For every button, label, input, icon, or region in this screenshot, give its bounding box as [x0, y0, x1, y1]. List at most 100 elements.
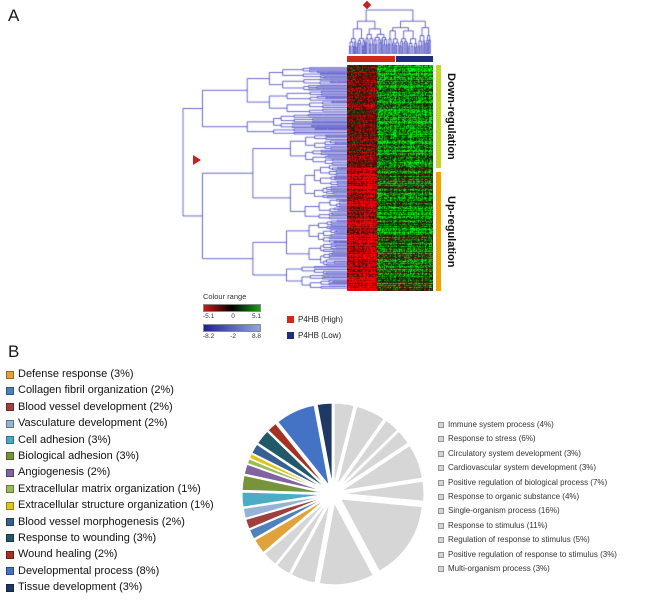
legend-swatch — [6, 518, 14, 527]
legend-item: Single-organism process (16%) — [438, 507, 646, 515]
legend-item: Cardiovascular system development (3%) — [438, 464, 646, 472]
pie-slice — [277, 404, 330, 487]
legend-label: Tissue development (3%) — [18, 581, 143, 594]
legend-swatch — [438, 551, 444, 558]
legend-label: Immune system process (4%) — [448, 420, 554, 429]
pie-slice — [248, 497, 326, 540]
pie-slice — [275, 501, 329, 575]
p4hb-low-label: P4HB (Low) — [298, 331, 342, 340]
legend-label: Biological adhesion (3%) — [18, 449, 140, 462]
legend-label: Single-organism process (16%) — [448, 506, 560, 516]
pie-slice — [242, 495, 325, 520]
pie-slice — [251, 443, 326, 490]
pie-slice — [339, 498, 423, 572]
legend-label: Collagen fibril organization (2%) — [18, 384, 174, 397]
p4hb-high-swatch — [287, 316, 294, 323]
legend-swatch — [6, 534, 14, 543]
tree-max-label: 8.8 — [251, 333, 261, 340]
legend-label: Wound healing (2%) — [18, 548, 118, 561]
legend-label: Blood vessel development (2%) — [18, 400, 173, 413]
heatmap — [347, 65, 433, 291]
row-marker-triangle-icon — [193, 155, 201, 165]
legend-label: Regulation of response to stimulus (5%) — [448, 535, 590, 545]
legend-item: Response to organic substance (4%) — [438, 491, 646, 501]
legend-label: Extracellular matrix organization (1%) — [18, 482, 201, 495]
legend-swatch — [6, 370, 14, 379]
tree-mid-label: -2 — [230, 333, 236, 340]
pie-slice — [253, 498, 327, 554]
sample-group-bar — [347, 56, 433, 62]
legend-swatch — [6, 436, 14, 445]
legend-item: Tissue development (3%) — [6, 582, 234, 593]
legend-swatch — [6, 386, 14, 395]
legend-item: Cell adhesion (3%) — [6, 433, 234, 446]
pie-slice — [256, 430, 327, 489]
legend-item: Defense response (3%) — [6, 369, 234, 380]
legend-swatch — [438, 479, 444, 486]
legend-swatch — [6, 567, 14, 576]
pie-slice — [341, 444, 424, 492]
pie-slice — [244, 496, 325, 530]
legend-label: Cell adhesion (3%) — [18, 433, 111, 446]
pie-slice — [318, 501, 374, 586]
legend-swatch — [438, 422, 444, 428]
legend-swatch — [438, 522, 444, 529]
pie-slice — [338, 419, 399, 488]
legend-label: Blood vessel morphogenesis (2%) — [18, 515, 185, 528]
upregulation-bar — [436, 172, 441, 291]
legend-item: Biological adhesion (3%) — [6, 449, 234, 462]
panel-a-label: A — [8, 6, 20, 25]
expression-mid-label: 0 — [231, 313, 235, 320]
colour-range-title: Colour range — [203, 292, 247, 301]
downregulation-bar — [436, 65, 441, 168]
pie-chart — [241, 402, 425, 586]
legend-item: Angiogenesis (2%) — [6, 467, 234, 478]
legend-item: Response to stimulus (11%) — [438, 521, 646, 530]
expression-max-label: 5.1 — [251, 313, 261, 320]
pie-slice — [267, 422, 328, 488]
legend-label: Multi-organism process (3%) — [448, 563, 550, 573]
pie-slice — [341, 480, 425, 502]
legend-item: Positive regulation of biological proces… — [438, 477, 646, 487]
p4hb-low-swatch — [287, 332, 294, 339]
legend-item: Multi-organism process (3%) — [438, 563, 646, 573]
sample-legend-item-low: P4HB (Low) — [287, 331, 343, 340]
legend-item: Response to wounding (3%) — [6, 532, 234, 544]
pie-slice — [248, 452, 326, 491]
legend-label: Vasculature development (2%) — [18, 417, 168, 430]
legend-swatch — [6, 452, 14, 461]
legend-label: Positive regulation of biological proces… — [448, 477, 608, 487]
legend-swatch — [6, 403, 14, 412]
tree-min-label: -8.2 — [203, 333, 215, 340]
legend-swatch — [6, 419, 14, 428]
sample-legend: P4HB (High) P4HB (Low) — [287, 315, 343, 347]
legend-item: Positive regulation of response to stimu… — [438, 550, 646, 559]
legend-swatch — [438, 436, 444, 443]
expression-min-label: -5.1 — [203, 313, 215, 320]
legend-swatch — [6, 468, 14, 477]
upregulation-label: Up-regulation — [445, 195, 457, 268]
downregulation-label: Down-regulation — [445, 73, 457, 160]
expression-gradient-bar — [203, 304, 261, 312]
colour-range: Colour range -5.1 0 5.1 -8.2 -2 8.8 — [203, 292, 267, 344]
pie-slice — [290, 502, 331, 584]
legend-label: Response to stress (6%) — [448, 434, 536, 444]
legend-swatch — [6, 501, 14, 510]
pie-slice — [333, 402, 355, 486]
legend-item: Developmental process (8%) — [6, 565, 234, 577]
legend-label: Response to organic substance (4%) — [448, 491, 580, 501]
pie-slice — [336, 405, 385, 487]
pie-slice — [241, 474, 325, 494]
pie-slice — [241, 491, 325, 508]
pie-slice — [339, 430, 410, 489]
sample-legend-item-high: P4HB (High) — [287, 315, 343, 324]
legend-label: Extracellular structure organization (1%… — [18, 499, 214, 512]
tree-gradient-bar — [203, 324, 261, 332]
legend-swatch — [438, 493, 444, 500]
legend-swatch — [438, 465, 444, 472]
legend-item: Collagen fibril organization (2%) — [6, 385, 234, 396]
legend-item: Extracellular structure organization (1%… — [6, 500, 234, 511]
pie-legend-left: Defense response (3%) Collagen fibril org… — [6, 369, 234, 598]
pie-slice — [246, 458, 325, 492]
